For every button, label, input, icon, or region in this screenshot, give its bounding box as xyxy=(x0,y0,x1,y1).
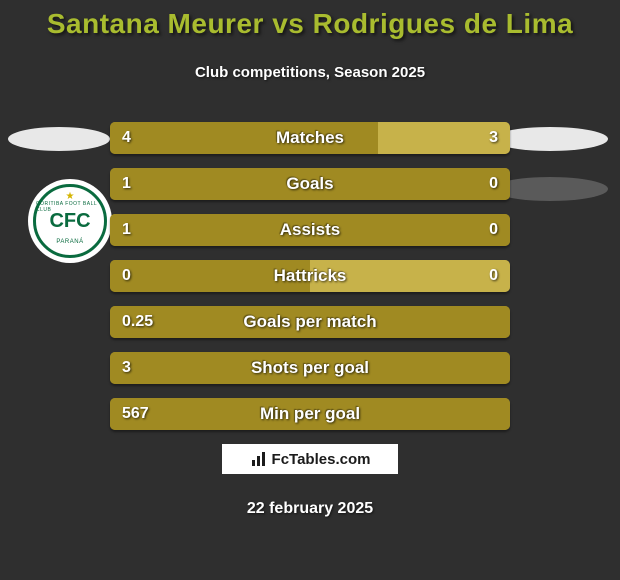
stat-row: 0.25Goals per match xyxy=(110,306,510,338)
crest-arc-bottom: PARANÁ xyxy=(56,239,83,245)
stat-row: 567Min per goal xyxy=(110,398,510,430)
crest-arc-top: CORITIBA FOOT BALL CLUB xyxy=(36,201,104,213)
stat-row: 00Hattricks xyxy=(110,260,510,292)
club-crest: ★ CORITIBA FOOT BALL CLUB CFC PARANÁ xyxy=(28,179,112,263)
comparison-subtitle: Club competitions, Season 2025 xyxy=(0,64,620,81)
stat-label: Hattricks xyxy=(110,266,510,286)
stat-label: Matches xyxy=(110,128,510,148)
stat-row: 10Goals xyxy=(110,168,510,200)
brand-footer[interactable]: FcTables.com xyxy=(220,442,400,476)
stat-label: Shots per goal xyxy=(110,358,510,378)
brand-text: FcTables.com xyxy=(272,451,371,468)
chart-icon xyxy=(250,450,268,468)
stat-label: Goals per match xyxy=(110,312,510,332)
stat-row: 10Assists xyxy=(110,214,510,246)
footer-date: 22 february 2025 xyxy=(0,500,620,518)
stat-label: Goals xyxy=(110,174,510,194)
stat-row: 43Matches xyxy=(110,122,510,154)
stat-label: Min per goal xyxy=(110,404,510,424)
stat-label: Assists xyxy=(110,220,510,240)
stat-row: 3Shots per goal xyxy=(110,352,510,384)
player-left-placeholder xyxy=(8,127,110,151)
crest-text: CFC xyxy=(49,211,90,231)
stat-bars: 43Matches 10Goals 10Assists 00Hattricks 0.25… xyxy=(110,122,510,444)
comparison-title: Santana Meurer vs Rodrigues de Lima xyxy=(0,8,620,40)
